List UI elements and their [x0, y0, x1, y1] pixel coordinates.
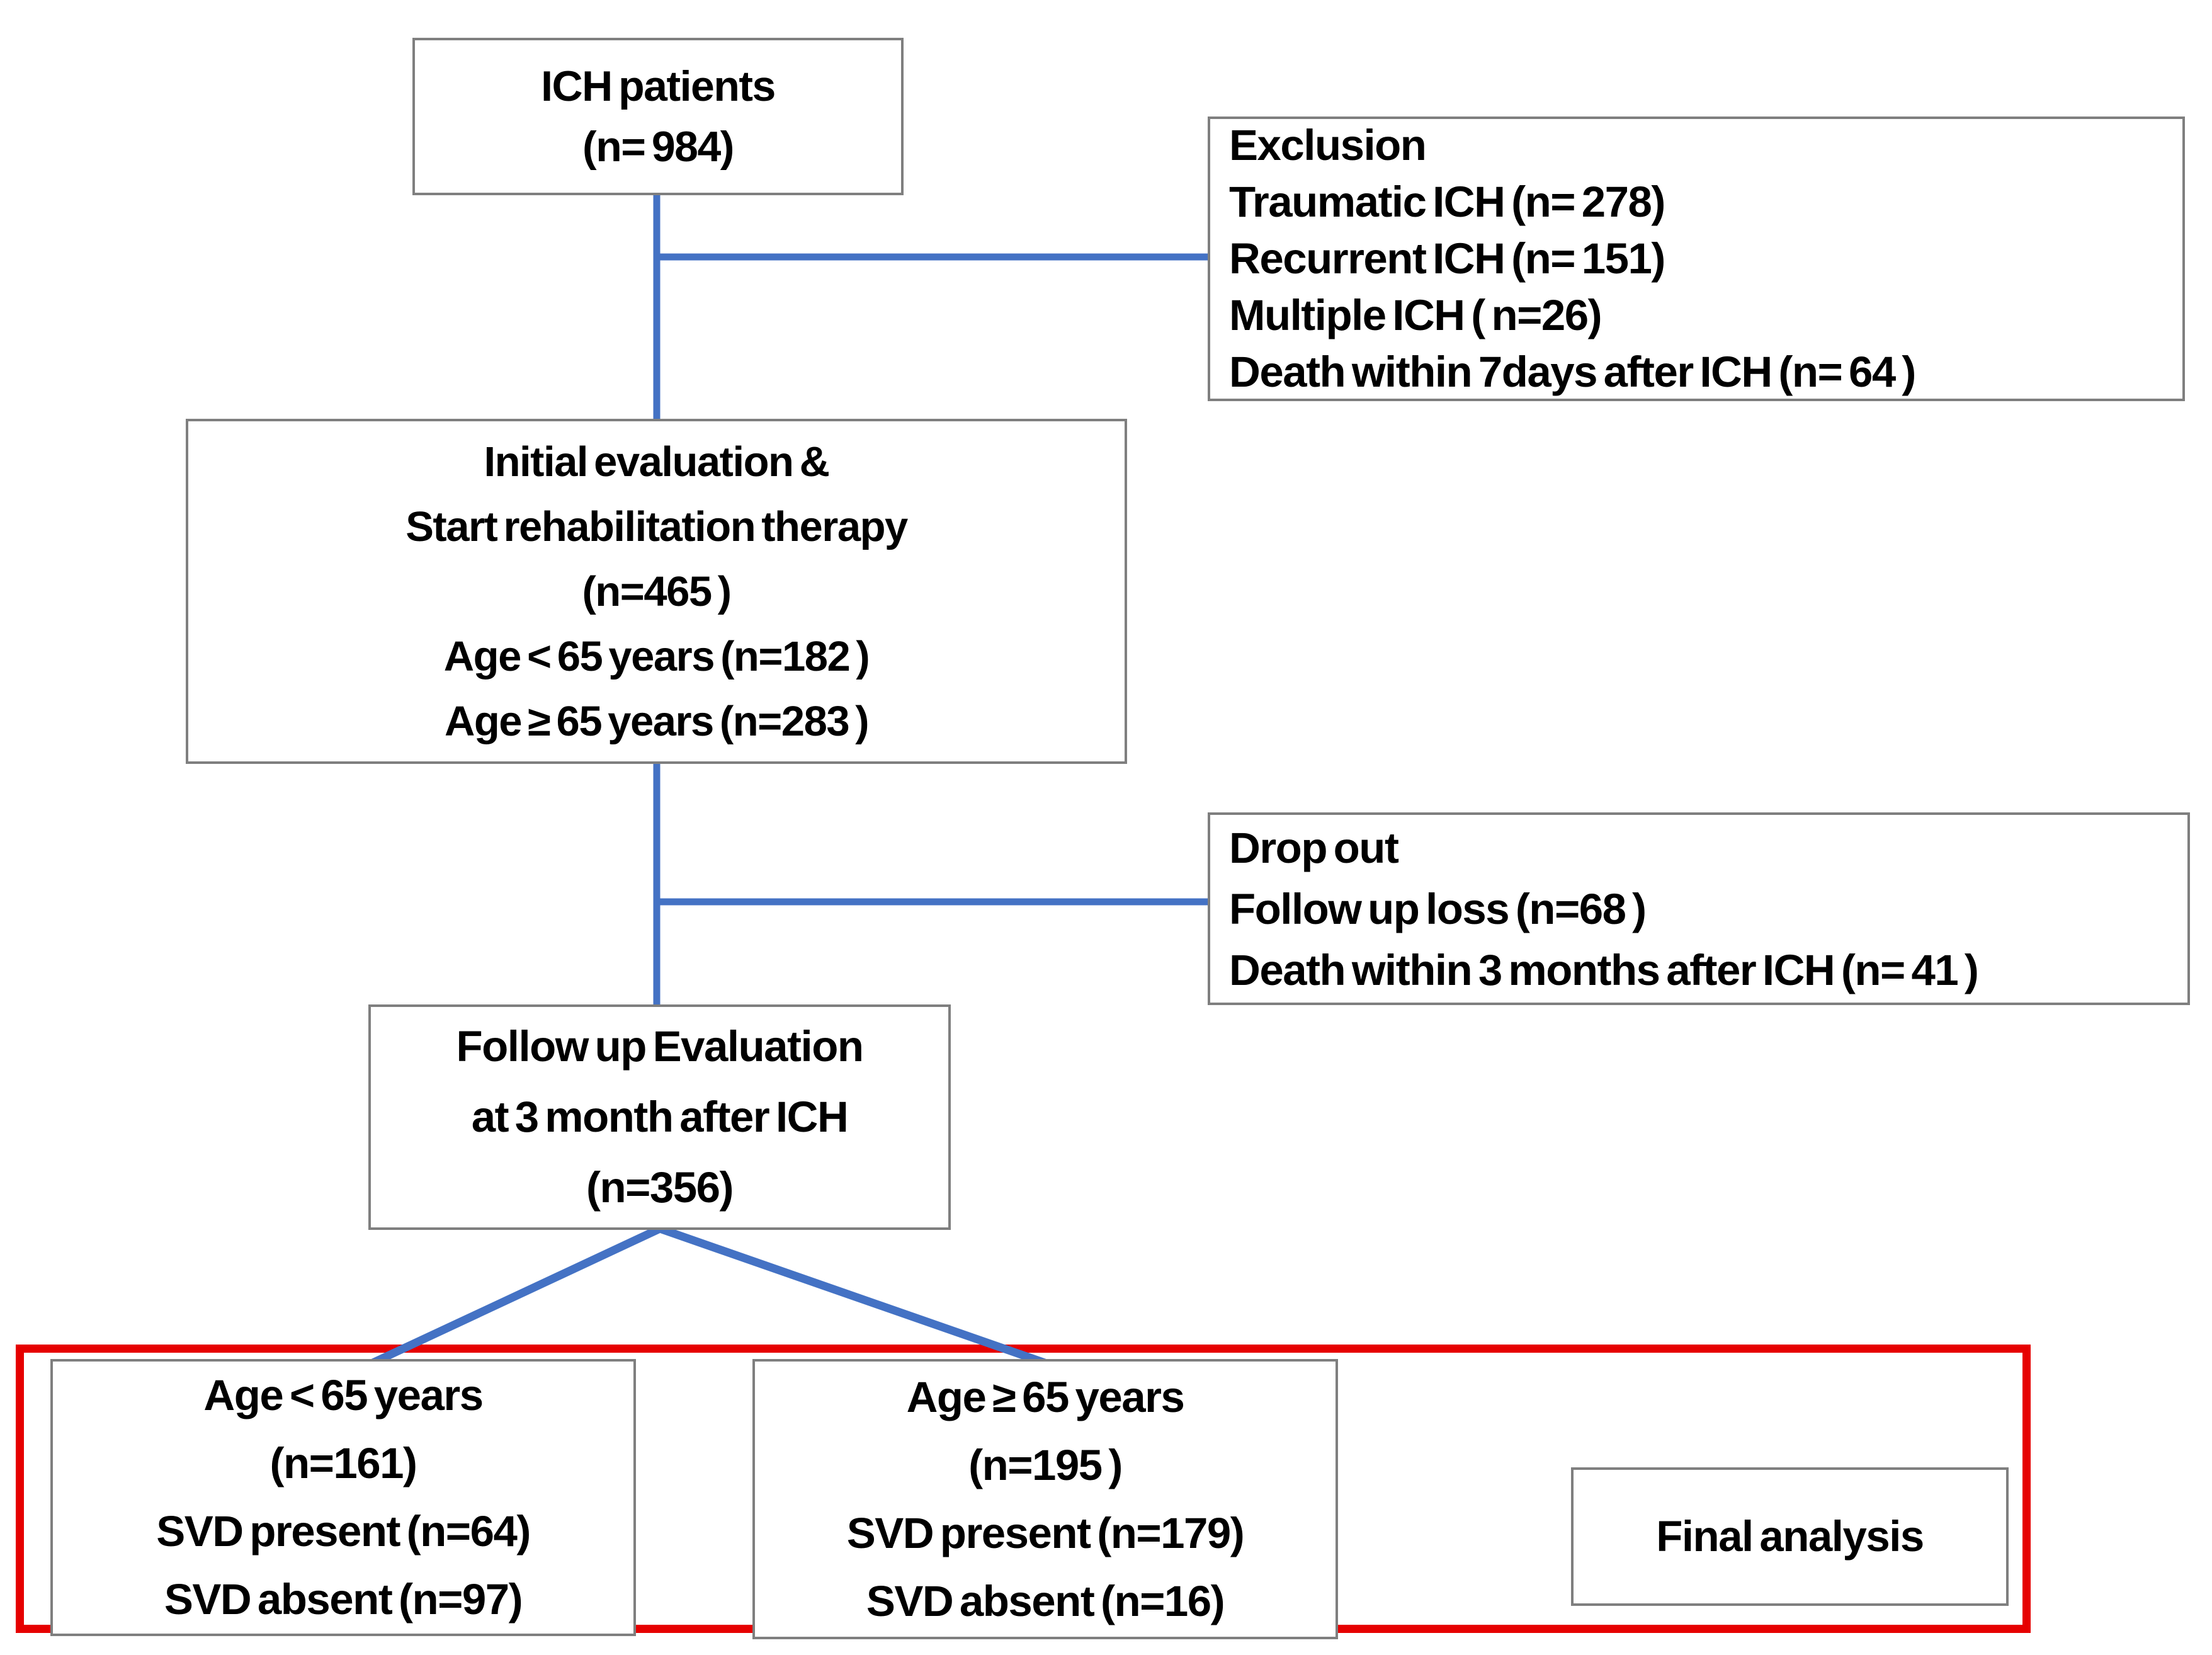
node-age-lt-65-label: Age < 65 years [203, 1371, 484, 1419]
node-age-lt-65-svd-present: SVD present (n=64) [156, 1507, 531, 1555]
node-exclusion-title: Exclusion [1229, 121, 1427, 169]
node-initial-evaluation: Initial evaluation & Start rehabilitatio… [186, 419, 1127, 764]
node-initial-evaluation-age-ge65: Age ≥ 65 years (n=283 ) [444, 697, 870, 745]
node-age-ge-65: Age ≥ 65 years (n=195 ) SVD present (n=1… [752, 1359, 1338, 1639]
node-age-lt-65: Age < 65 years (n=161) SVD present (n=64… [50, 1359, 636, 1636]
node-followup-evaluation-line2: at 3 month after ICH [471, 1093, 849, 1141]
node-final-analysis-label: Final analysis [1656, 1512, 1924, 1561]
node-age-lt-65-count: (n=161) [269, 1439, 417, 1487]
node-drop-out-title: Drop out [1229, 823, 1399, 872]
node-exclusion: Exclusion Traumatic ICH (n= 278) Recurre… [1208, 117, 2185, 401]
node-initial-evaluation-age-lt65: Age < 65 years (n=182 ) [443, 632, 870, 680]
node-exclusion-item-multiple: Multiple ICH ( n=26) [1229, 291, 1602, 339]
node-initial-evaluation-count: (n=465 ) [582, 567, 732, 615]
node-followup-evaluation: Follow up Evaluation at 3 month after IC… [368, 1004, 951, 1230]
node-age-ge-65-svd-absent: SVD absent (n=16) [866, 1576, 1225, 1625]
node-ich-patients-label: ICH patients [541, 62, 776, 110]
node-age-ge-65-count: (n=195 ) [968, 1440, 1123, 1489]
connector-diagonal-left [360, 1225, 662, 1372]
node-drop-out-item-death3months: Death within 3 months after ICH (n= 41 ) [1229, 945, 1979, 994]
node-exclusion-item-recurrent: Recurrent ICH (n= 151) [1229, 234, 1665, 283]
node-ich-patients-count: (n= 984) [582, 123, 734, 171]
node-age-ge-65-svd-present: SVD present (n=179) [846, 1508, 1245, 1557]
node-age-ge-65-label: Age ≥ 65 years [906, 1372, 1185, 1421]
node-ich-patients: ICH patients (n= 984) [412, 38, 904, 195]
connector-diagonal-right [658, 1224, 1061, 1372]
node-followup-evaluation-line1: Follow up Evaluation [456, 1022, 865, 1071]
node-exclusion-item-traumatic: Traumatic ICH (n= 278) [1229, 178, 1665, 226]
node-initial-evaluation-line1: Initial evaluation & [484, 438, 830, 486]
node-age-lt-65-svd-absent: SVD absent (n=97) [164, 1575, 523, 1624]
node-drop-out: Drop out Follow up loss (n=68 ) Death wi… [1208, 812, 2190, 1005]
node-final-analysis: Final analysis [1571, 1467, 2009, 1606]
node-drop-out-item-followup-loss: Follow up loss (n=68 ) [1229, 884, 1647, 933]
node-exclusion-item-death7days: Death within 7days after ICH (n= 64 ) [1229, 348, 1916, 396]
node-followup-evaluation-count: (n=356) [586, 1163, 734, 1212]
node-initial-evaluation-line2: Start rehabilitation therapy [406, 503, 908, 550]
